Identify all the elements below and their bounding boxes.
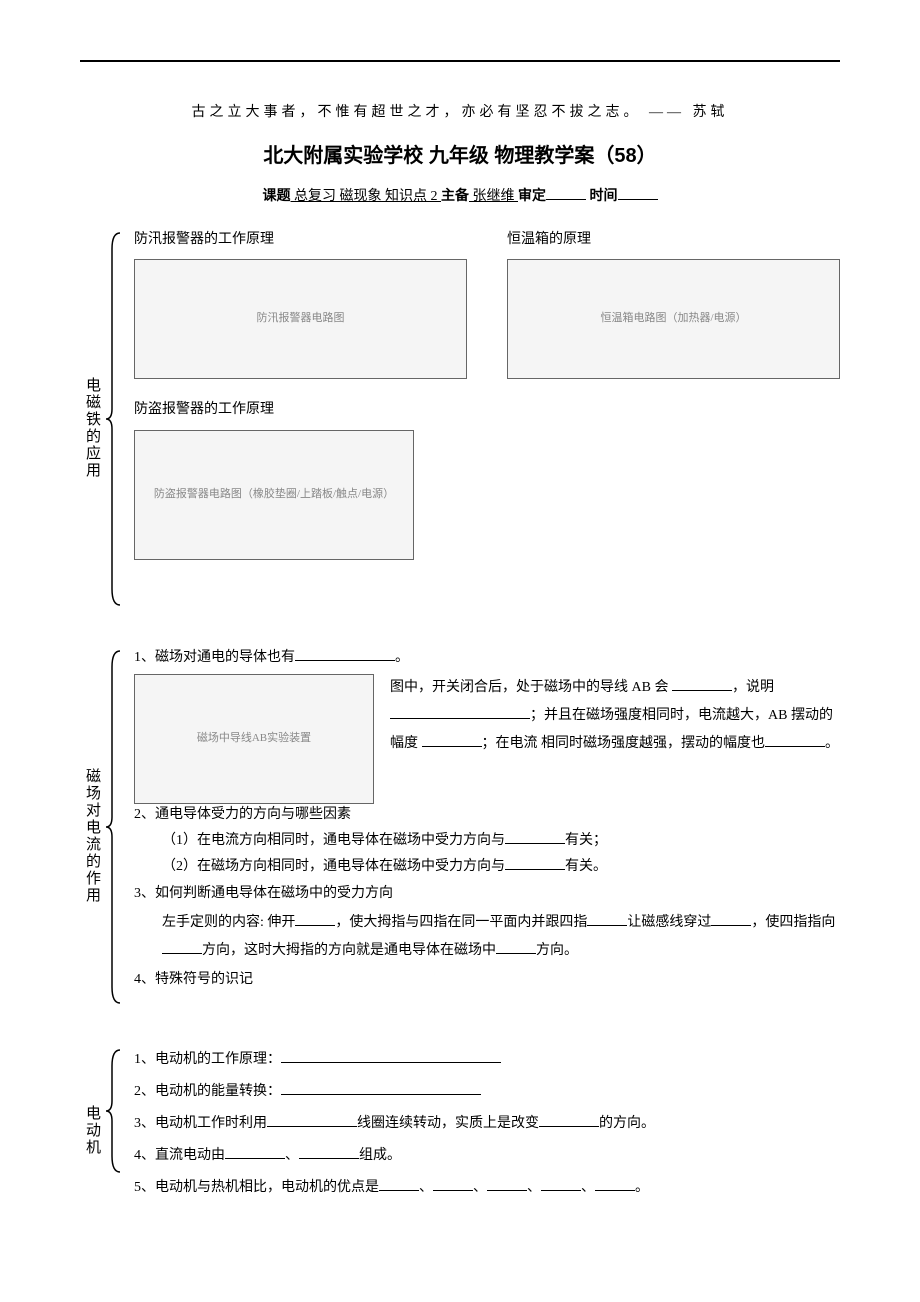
m-q4-2: 、 <box>285 1148 299 1163</box>
para3-blank <box>422 733 482 747</box>
q3-b3 <box>711 912 751 926</box>
m-q3-1: 3、电动机工作时利用 <box>134 1116 267 1131</box>
para2-blank <box>390 705 530 719</box>
q3-b4 <box>162 940 202 954</box>
time-blank <box>618 186 658 200</box>
meta-line: 课题 总复习 磁现象 知识点 2 主备 张继维 审定 时间 <box>80 184 840 208</box>
para1: 图中，开关闭合后，处于磁场中的导线 AB 会 <box>390 680 668 695</box>
q3-b1 <box>295 912 335 926</box>
section2-label: 磁场对电流的作用 <box>80 647 104 1015</box>
q2-2-suffix: 有关。 <box>565 859 607 874</box>
q3-b5 <box>496 940 536 954</box>
q2-1-blank <box>505 830 565 844</box>
m-q4-b1 <box>225 1145 285 1159</box>
q1-suffix: 。 <box>395 650 409 665</box>
section3-content: 1、电动机的工作原理： 2、电动机的能量转换： 3、电动机工作时利用 线圈连续转动… <box>124 1046 840 1206</box>
review-blank <box>546 186 586 200</box>
q3-2: ，使大拇指与四指在同一平面内并跟四指 <box>335 915 587 930</box>
top-border <box>80 60 840 62</box>
burglar-alarm-diagram: 防盗报警器电路图（橡胶垫圈/上踏板/触点/电源） <box>134 430 414 560</box>
m-q3-b2 <box>539 1113 599 1127</box>
m-q1: 1、电动机的工作原理： <box>134 1052 281 1067</box>
m-q1-blank <box>281 1049 501 1063</box>
q1-blank <box>295 647 395 661</box>
m-q5-b1 <box>379 1177 419 1191</box>
brace-1 <box>104 229 124 617</box>
author-label: 主备 <box>441 187 469 203</box>
diagram1-block: 防汛报警器的工作原理 防汛报警器电路图 <box>134 229 467 379</box>
m-q4-b2 <box>299 1145 359 1159</box>
time-label: 时间 <box>590 187 618 203</box>
m-q5-b5 <box>595 1177 635 1191</box>
q2-1: （1）在电流方向相同时，通电导体在磁场中受力方向与 <box>162 833 505 848</box>
section-magnetic-force: 磁场对电流的作用 1、磁场对通电的导体也有。 磁场中导线AB实验装置 图中，开关… <box>80 647 840 1015</box>
para2: ，说明 <box>732 680 774 695</box>
wire-ab-diagram: 磁场中导线AB实验装置 <box>134 674 374 804</box>
q3-6: 方向。 <box>536 943 578 958</box>
diagram3-title: 防盗报警器的工作原理 <box>134 399 840 421</box>
m-q5-s1: 、 <box>419 1180 433 1195</box>
m-q3-b1 <box>267 1113 357 1127</box>
page-title: 北大附属实验学校 九年级 物理教学案（58） <box>80 140 840 172</box>
m-q5-s4: 、 <box>581 1180 595 1195</box>
section-motor: 电动机 1、电动机的工作原理： 2、电动机的能量转换： 3、电动机工作时利用 线圈… <box>80 1046 840 1206</box>
quote-text: 古之立大事者，不惟有超世之才，亦必有坚忍不拔之志。 —— 苏轼 <box>80 102 840 124</box>
m-q5-end: 。 <box>635 1180 649 1195</box>
q3-5: 方向，这时大拇指的方向就是通电导体在磁场中 <box>202 943 496 958</box>
q4: 4、特殊符号的识记 <box>134 969 840 991</box>
m-q5-s2: 、 <box>473 1180 487 1195</box>
flood-alarm-diagram: 防汛报警器电路图 <box>134 259 467 379</box>
q3: 3、如何判断通电导体在磁场中的受力方向 <box>134 883 840 905</box>
diagram1-title: 防汛报警器的工作原理 <box>134 229 467 251</box>
m-q5-b3 <box>487 1177 527 1191</box>
topic-value: 总复习 磁现象 知识点 2 <box>291 189 442 204</box>
q3-1: 左手定则的内容: 伸开 <box>162 915 295 930</box>
q1-prefix: 1、磁场对通电的导体也有 <box>134 650 295 665</box>
m-q2: 2、电动机的能量转换： <box>134 1084 281 1099</box>
m-q2-blank <box>281 1081 481 1095</box>
diagram2-block: 恒温箱的原理 恒温箱电路图（加热器/电源） <box>507 229 840 379</box>
m-q4-3: 组成。 <box>359 1148 401 1163</box>
m-q5-s3: 、 <box>527 1180 541 1195</box>
topic-label: 课题 <box>263 187 291 203</box>
m-q3-2: 线圈连续转动，实质上是改变 <box>357 1116 539 1131</box>
m-q4-1: 4、直流电动由 <box>134 1148 225 1163</box>
m-q5-1: 5、电动机与热机相比，电动机的优点是 <box>134 1180 379 1195</box>
para5: 。 <box>825 736 839 751</box>
section1-content: 防汛报警器的工作原理 防汛报警器电路图 恒温箱的原理 恒温箱电路图（加热器/电源… <box>124 229 840 617</box>
section-electromagnet: 电磁铁的应用 防汛报警器的工作原理 防汛报警器电路图 恒温箱的原理 恒温箱电路图… <box>80 229 840 617</box>
q2-1-suffix: 有关； <box>565 833 607 848</box>
m-q3-3: 的方向。 <box>599 1116 655 1131</box>
diagram3-block: 防盗报警器的工作原理 防盗报警器电路图（橡胶垫圈/上踏板/触点/电源） <box>134 399 840 559</box>
brace-2 <box>104 647 124 1015</box>
m-q5-b4 <box>541 1177 581 1191</box>
q3-4: ，使四指指向 <box>751 915 835 930</box>
para4: ；在电流 相同时磁场强度越强，摆动的幅度也 <box>482 736 766 751</box>
q3-b2 <box>587 912 627 926</box>
diagram2-title: 恒温箱的原理 <box>507 229 840 251</box>
q1-paragraph: 图中，开关闭合后，处于磁场中的导线 AB 会 ，说明；并且在磁场强度相同时，电流… <box>390 674 840 758</box>
thermostat-diagram: 恒温箱电路图（加热器/电源） <box>507 259 840 379</box>
review-label: 审定 <box>518 187 546 203</box>
section2-content: 1、磁场对通电的导体也有。 磁场中导线AB实验装置 图中，开关闭合后，处于磁场中… <box>124 647 840 1015</box>
para1-blank <box>672 677 732 691</box>
q2-2: （2）在磁场方向相同时，通电导体在磁场中受力方向与 <box>162 859 505 874</box>
q3-3: 让磁感线穿过 <box>627 915 711 930</box>
q2-2-blank <box>505 856 565 870</box>
brace-3 <box>104 1046 124 1206</box>
q2: 2、通电导体受力的方向与哪些因素 <box>134 804 840 826</box>
author-value: 张继维 <box>469 189 518 204</box>
para4-blank <box>765 733 825 747</box>
section3-label: 电动机 <box>80 1046 104 1206</box>
section1-label: 电磁铁的应用 <box>80 229 104 617</box>
m-q5-b2 <box>433 1177 473 1191</box>
